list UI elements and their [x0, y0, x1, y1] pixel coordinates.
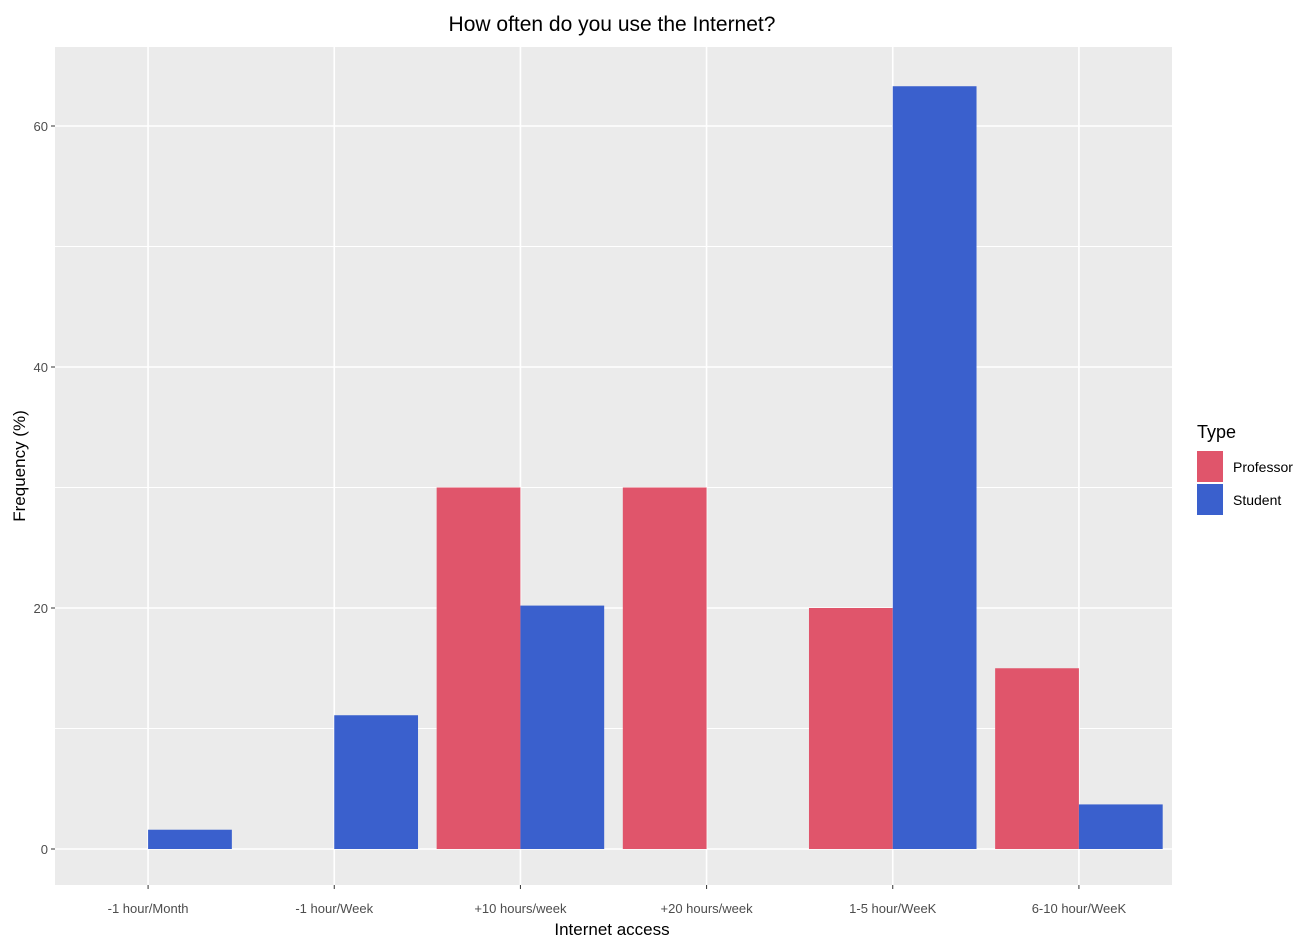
bar-professor — [808, 608, 893, 849]
x-axis: -1 hour/Month -1 hour/Week +10 hours/week +… — [108, 885, 1127, 916]
legend-label-student: Student — [1233, 492, 1281, 508]
bar-student — [1078, 804, 1163, 849]
x-tick-label: -1 hour/Month — [108, 901, 189, 916]
legend-key-student — [1197, 484, 1223, 515]
bar-student — [520, 605, 605, 849]
bar-student — [148, 829, 232, 849]
legend-title: Type — [1197, 422, 1236, 442]
legend-key-professor — [1197, 451, 1223, 482]
x-tick-label: +20 hours/week — [661, 901, 754, 916]
y-tick-label: 60 — [34, 119, 48, 134]
plot-panel — [55, 47, 1172, 885]
x-tick-label: 6-10 hour/WeeK — [1032, 901, 1127, 916]
x-tick-label: -1 hour/Week — [295, 901, 373, 916]
y-axis-title: Frequency (%) — [10, 410, 29, 521]
x-axis-title: Internet access — [554, 920, 669, 939]
chart-title: How often do you use the Internet? — [449, 13, 776, 36]
bar-professor — [436, 487, 521, 849]
legend: Type Professor Student — [1197, 422, 1293, 515]
bar-student — [892, 86, 977, 850]
bar-professor — [995, 668, 1079, 849]
bar-professor — [622, 487, 707, 849]
x-tick-label: +10 hours/week — [474, 901, 567, 916]
y-tick-label: 20 — [34, 601, 48, 616]
legend-label-professor: Professor — [1233, 459, 1293, 475]
y-axis: 0 20 40 60 — [34, 119, 55, 857]
y-tick-label: 40 — [34, 360, 48, 375]
y-tick-label: 0 — [41, 842, 48, 857]
bars — [148, 86, 1163, 850]
bar-student — [334, 715, 419, 849]
x-tick-label: 1-5 hour/WeeK — [849, 901, 937, 916]
